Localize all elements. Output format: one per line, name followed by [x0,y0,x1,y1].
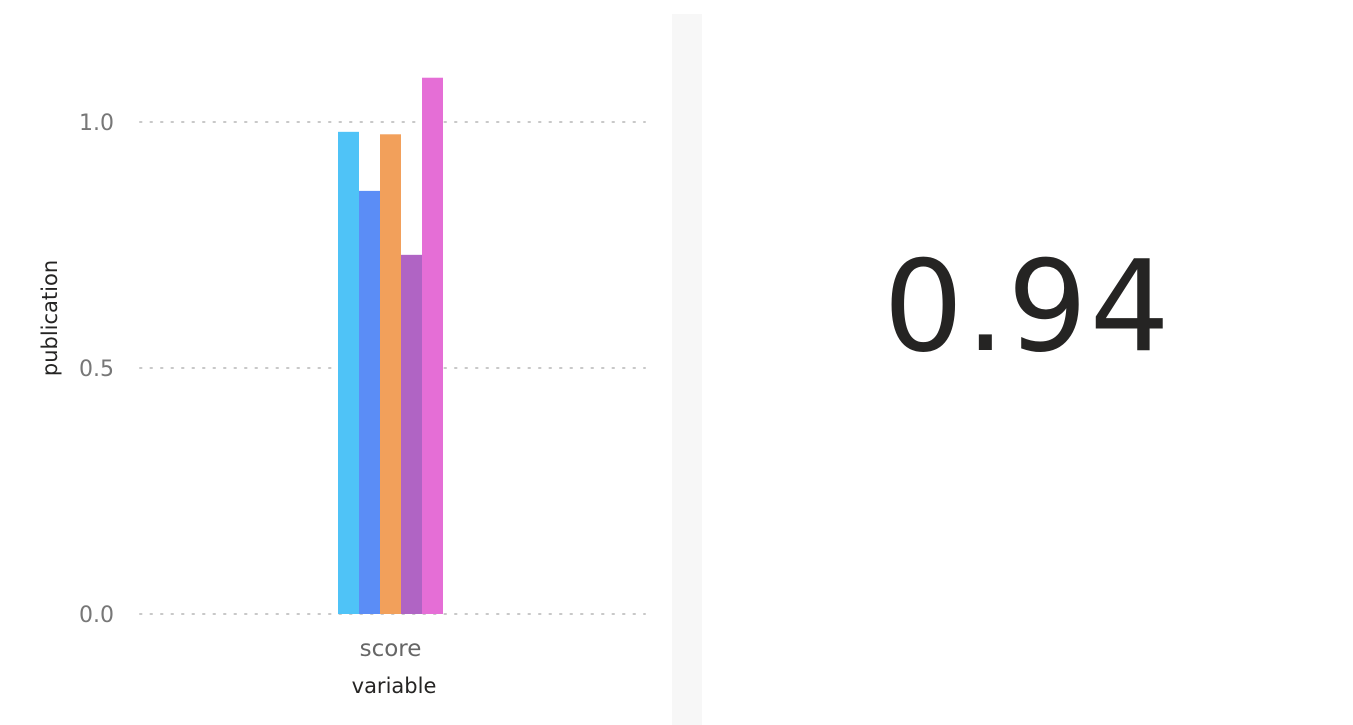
x-category-label: score [360,636,422,662]
bar-2 [359,190,380,614]
y-tick-label-1: 0.5 [79,357,114,382]
bar-3 [380,134,401,615]
y-tick-label-2: 1.0 [79,111,114,136]
x-axis-categories: score [360,636,422,662]
y-axis-ticks: 0.0 0.5 1.0 [79,111,114,628]
x-axis-title: variable [352,674,437,698]
bar-4 [401,254,422,614]
y-axis-title: publication [38,260,62,376]
card-value: 0.94 [883,233,1172,380]
chart-canvas: 0.0 0.5 1.0 score variable publication [38,77,646,698]
bars [338,77,443,615]
bar-5 [422,77,443,615]
clustered-column-chart[interactable]: 0.0 0.5 1.0 score variable publication [0,0,672,725]
bar-1 [338,131,359,614]
y-tick-label-0: 0.0 [79,603,114,628]
panel-divider [672,14,702,725]
card-visual[interactable]: 0.94 [702,0,1353,725]
